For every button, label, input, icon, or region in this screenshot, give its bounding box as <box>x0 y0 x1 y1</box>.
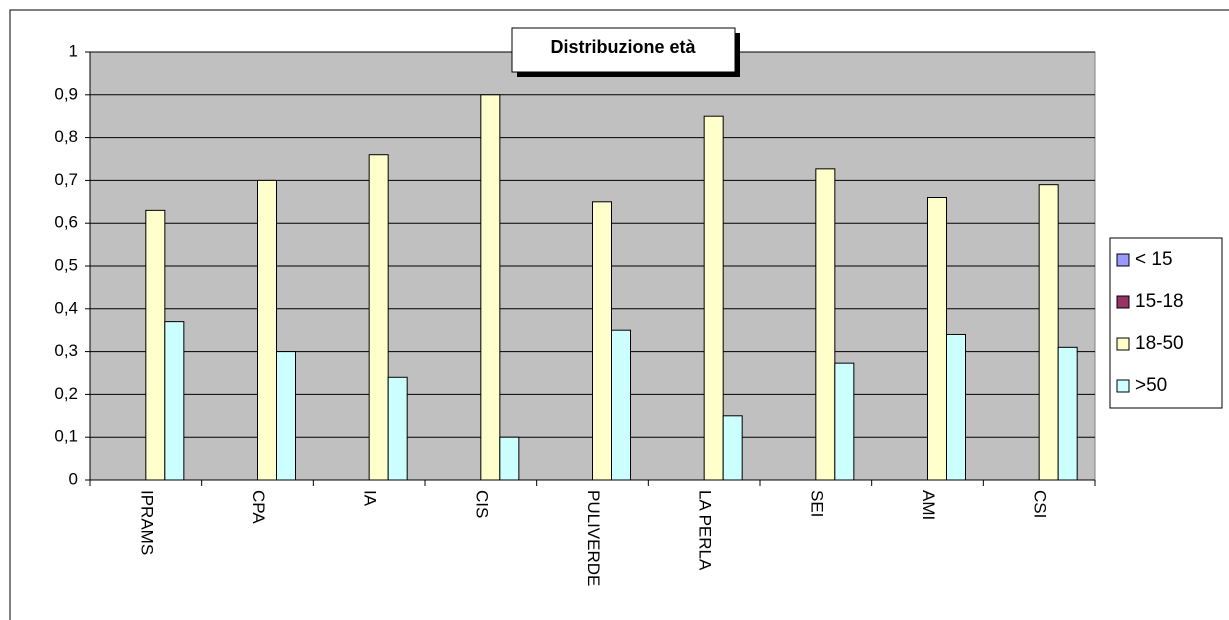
x-tick-label: PULIVERDE <box>584 490 603 586</box>
bar <box>164 321 185 481</box>
plot-area: 0 0,1 0,2 0,3 0,4 0,5 0,6 0,7 0,8 0,9 1 IPRAMS CPA IA… <box>54 41 1096 586</box>
x-tick-label: LA PERLA <box>696 490 715 571</box>
legend-label: >50 <box>1135 375 1167 396</box>
x-tick-label: AMI <box>919 490 938 520</box>
bar <box>834 362 855 481</box>
legend-label: 15-18 <box>1135 291 1184 312</box>
x-tick-label: CIS <box>472 490 491 518</box>
legend-swatch <box>1116 379 1130 393</box>
y-tick-label: 0,4 <box>54 298 78 317</box>
bar <box>815 168 836 481</box>
legend-swatch <box>1116 295 1130 309</box>
chart-title: Distribuzione età <box>550 37 696 57</box>
bar <box>927 197 947 481</box>
y-tick-label: 0,3 <box>54 341 78 360</box>
bar <box>1057 346 1078 481</box>
y-tick-label: 0,9 <box>54 84 78 103</box>
bar <box>722 415 743 481</box>
bar <box>276 351 296 481</box>
x-tick-label: SEI <box>807 490 826 517</box>
bar <box>611 329 631 481</box>
bar <box>703 115 724 481</box>
legend-label: < 15 <box>1135 249 1173 270</box>
title-box <box>511 27 736 73</box>
y-tick-label: 0 <box>69 469 78 488</box>
y-tick-label: 0,8 <box>54 127 78 146</box>
legend-swatch <box>1116 253 1130 267</box>
bar <box>592 201 612 481</box>
legend-swatch <box>1116 337 1130 351</box>
x-tick-label: CPA <box>249 490 268 524</box>
bar <box>499 436 520 481</box>
x-tick-label: IA <box>361 490 380 507</box>
bar <box>145 209 166 481</box>
y-tick-label: 1 <box>69 41 78 60</box>
bar <box>946 333 966 481</box>
y-tick-label: 0,1 <box>54 427 78 446</box>
x-tick-label: IPRAMS <box>137 490 156 555</box>
bar <box>387 376 408 481</box>
y-tick-label: 0,5 <box>54 255 78 274</box>
y-tick-label: 0,6 <box>54 213 78 232</box>
y-tick-label: 0,7 <box>54 170 78 189</box>
bar <box>480 94 501 481</box>
legend-label: 18-50 <box>1135 333 1184 354</box>
x-tick-label: CSI <box>1031 490 1050 518</box>
bar <box>368 154 389 481</box>
y-tick-label: 0,2 <box>54 384 78 403</box>
bar <box>1038 184 1059 481</box>
bar <box>257 179 277 481</box>
